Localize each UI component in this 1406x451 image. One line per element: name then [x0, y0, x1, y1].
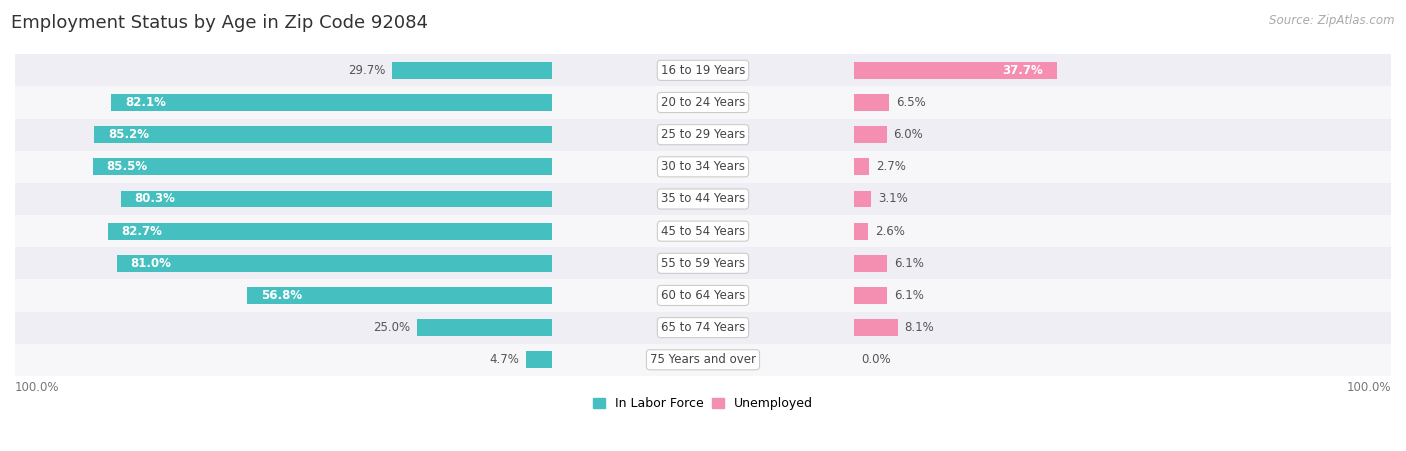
Text: 20 to 24 Years: 20 to 24 Years	[661, 96, 745, 109]
Text: Employment Status by Age in Zip Code 92084: Employment Status by Age in Zip Code 920…	[11, 14, 429, 32]
Bar	[855, 191, 870, 207]
Text: 35 to 44 Years: 35 to 44 Years	[661, 193, 745, 206]
Bar	[15, 215, 1391, 247]
Text: 45 to 54 Years: 45 to 54 Years	[661, 225, 745, 238]
Text: Source: ZipAtlas.com: Source: ZipAtlas.com	[1270, 14, 1395, 27]
Bar	[94, 126, 551, 143]
Bar	[111, 94, 551, 111]
Text: 81.0%: 81.0%	[131, 257, 172, 270]
Bar	[526, 351, 551, 368]
Bar	[15, 312, 1391, 344]
Text: 82.1%: 82.1%	[125, 96, 166, 109]
Text: 2.7%: 2.7%	[876, 161, 905, 173]
Bar	[15, 247, 1391, 279]
Bar	[247, 287, 551, 304]
Text: 8.1%: 8.1%	[904, 321, 935, 334]
Bar	[121, 191, 551, 207]
Bar	[15, 279, 1391, 312]
Bar	[855, 287, 887, 304]
Text: 6.1%: 6.1%	[894, 289, 924, 302]
Bar	[117, 255, 551, 272]
Bar	[15, 183, 1391, 215]
Text: 100.0%: 100.0%	[15, 381, 59, 394]
Bar	[855, 319, 898, 336]
Bar	[392, 62, 551, 79]
Bar	[855, 223, 869, 239]
Bar	[108, 223, 551, 239]
Text: 4.7%: 4.7%	[489, 353, 520, 366]
Text: 65 to 74 Years: 65 to 74 Years	[661, 321, 745, 334]
Text: 2.6%: 2.6%	[875, 225, 905, 238]
Text: 56.8%: 56.8%	[260, 289, 302, 302]
Bar	[855, 158, 869, 175]
Text: 85.2%: 85.2%	[108, 128, 149, 141]
Text: 80.3%: 80.3%	[135, 193, 176, 206]
Text: 100.0%: 100.0%	[1347, 381, 1391, 394]
Bar	[418, 319, 551, 336]
Text: 75 Years and over: 75 Years and over	[650, 353, 756, 366]
Text: 82.7%: 82.7%	[121, 225, 163, 238]
Bar	[93, 158, 551, 175]
Bar	[855, 62, 1057, 79]
Bar	[855, 255, 887, 272]
Bar	[855, 94, 889, 111]
Text: 6.5%: 6.5%	[896, 96, 927, 109]
Bar	[855, 126, 887, 143]
Text: 85.5%: 85.5%	[107, 161, 148, 173]
Legend: In Labor Force, Unemployed: In Labor Force, Unemployed	[588, 392, 818, 415]
Bar	[15, 151, 1391, 183]
Text: 6.0%: 6.0%	[893, 128, 924, 141]
Text: 25.0%: 25.0%	[374, 321, 411, 334]
Bar	[15, 87, 1391, 119]
Text: 60 to 64 Years: 60 to 64 Years	[661, 289, 745, 302]
Bar	[15, 344, 1391, 376]
Bar	[15, 54, 1391, 87]
Text: 6.1%: 6.1%	[894, 257, 924, 270]
Text: 55 to 59 Years: 55 to 59 Years	[661, 257, 745, 270]
Text: 37.7%: 37.7%	[1002, 64, 1043, 77]
Text: 0.0%: 0.0%	[862, 353, 891, 366]
Text: 16 to 19 Years: 16 to 19 Years	[661, 64, 745, 77]
Text: 30 to 34 Years: 30 to 34 Years	[661, 161, 745, 173]
Text: 25 to 29 Years: 25 to 29 Years	[661, 128, 745, 141]
Bar	[15, 119, 1391, 151]
Text: 29.7%: 29.7%	[349, 64, 385, 77]
Text: 3.1%: 3.1%	[877, 193, 908, 206]
